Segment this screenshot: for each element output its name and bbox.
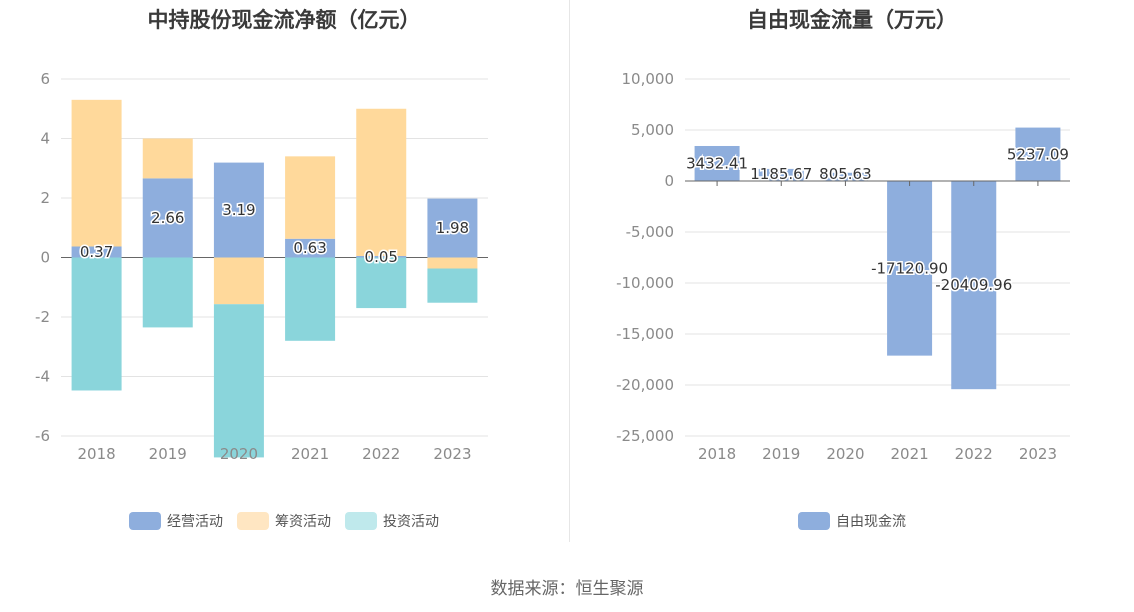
y-tick-label: -25,000 — [616, 427, 674, 445]
bar — [71, 257, 122, 391]
bar — [356, 108, 407, 257]
bar — [71, 246, 122, 258]
x-tick-label: 2021 — [291, 445, 329, 463]
y-tick-label: -6 — [35, 427, 50, 445]
bar — [142, 138, 193, 179]
legend-item[interactable]: 筹资活动 — [237, 511, 331, 531]
y-tick-label: 4 — [40, 130, 50, 148]
y-tick-label: -20,000 — [616, 376, 674, 394]
data-label: 1185.67 — [750, 165, 812, 183]
chart-title: 中持股份现金流净额（亿元） — [147, 8, 421, 32]
data-label: 2.66 — [151, 209, 184, 227]
x-tick-label: 2019 — [149, 445, 187, 463]
legend-swatch — [237, 512, 269, 530]
data-label: 0.63 — [293, 239, 326, 257]
y-tick-label: 6 — [40, 70, 50, 88]
legend-label: 经营活动 — [167, 514, 223, 530]
bar — [694, 145, 740, 181]
bar — [285, 257, 336, 341]
data-source-note: 数据来源：恒生聚源 — [490, 579, 644, 599]
y-tick-label: -15,000 — [616, 325, 674, 343]
legend-swatch — [129, 512, 161, 530]
bar — [822, 172, 868, 181]
bar — [427, 198, 478, 258]
bar — [1015, 127, 1061, 181]
data-label: 1.98 — [436, 219, 469, 237]
legend-swatch — [345, 512, 377, 530]
x-tick-label: 2020 — [826, 445, 864, 463]
chart-title: 自由现金流量（万元） — [747, 8, 957, 32]
legend: 自由现金流 — [570, 511, 1134, 531]
data-label: 0.05 — [365, 248, 398, 266]
data-label: 3.19 — [222, 201, 255, 219]
y-tick-label: -4 — [35, 368, 50, 386]
y-tick-label: -5,000 — [626, 223, 674, 241]
legend-label: 筹资活动 — [275, 514, 331, 530]
y-tick-label: -10,000 — [616, 274, 674, 292]
x-tick-label: 2020 — [220, 445, 258, 463]
x-tick-label: 2022 — [362, 445, 400, 463]
bar — [285, 238, 336, 258]
x-tick-label: 2023 — [1019, 445, 1057, 463]
data-label: -17120.90 — [871, 259, 948, 277]
bar — [758, 168, 804, 181]
bar — [142, 257, 193, 328]
y-tick-label: 0 — [664, 172, 674, 190]
cash-flow-chart-panel: 中持股份现金流净额（亿元） 6 4 2 0 -2 -4 -6 2018 0.37 2019 2.66… — [0, 0, 568, 560]
legend-item[interactable]: 经营活动 — [129, 511, 223, 531]
bar — [213, 162, 264, 258]
legend-item[interactable]: 自由现金流 — [798, 511, 906, 531]
legend-swatch — [798, 512, 830, 530]
bar — [356, 256, 407, 258]
legend-label: 投资活动 — [383, 514, 439, 530]
data-label: 5237.09 — [1007, 145, 1069, 163]
bar — [71, 99, 122, 247]
panel-divider — [569, 0, 570, 542]
bar — [427, 257, 478, 269]
bar — [285, 156, 336, 239]
data-label: 805.63 — [819, 165, 872, 183]
bar — [356, 257, 407, 309]
x-tick-label: 2019 — [762, 445, 800, 463]
x-tick-label: 2018 — [698, 445, 736, 463]
bar — [427, 268, 478, 303]
free-cash-flow-chart: 10,000 5,000 0 -5,000 -10,000 -15,000 -20,000 -… — [616, 70, 1070, 463]
bar — [951, 181, 997, 390]
legend-item[interactable]: 投资活动 — [345, 511, 439, 531]
y-tick-label: 2 — [40, 189, 50, 207]
bar — [213, 257, 264, 305]
legend-label: 自由现金流 — [836, 514, 906, 530]
x-tick-label: 2023 — [433, 445, 471, 463]
y-tick-label: 5,000 — [631, 121, 674, 139]
x-tick-label: 2022 — [955, 445, 993, 463]
y-tick-label: 10,000 — [622, 70, 675, 88]
y-tick-label: 0 — [40, 249, 50, 267]
x-tick-label: 2018 — [77, 445, 115, 463]
legend: 经营活动 筹资活动 投资活动 — [0, 511, 568, 531]
x-tick-label: 2021 — [890, 445, 928, 463]
free-cash-flow-chart-panel: 自由现金流量（万元） 10,000 5,000 0 -5,000 -10,000 -15,… — [570, 0, 1134, 560]
data-label: -20409.96 — [935, 276, 1012, 294]
bar — [887, 181, 933, 356]
data-label: 3432.41 — [686, 154, 748, 172]
bar — [142, 178, 193, 258]
y-tick-label: -2 — [35, 308, 50, 326]
bar — [213, 304, 264, 458]
cash-flow-chart: 6 4 2 0 -2 -4 -6 2018 0.37 2019 2.66 2020 3.19 2021 0.… — [35, 70, 488, 463]
data-label: 0.37 — [80, 243, 113, 261]
